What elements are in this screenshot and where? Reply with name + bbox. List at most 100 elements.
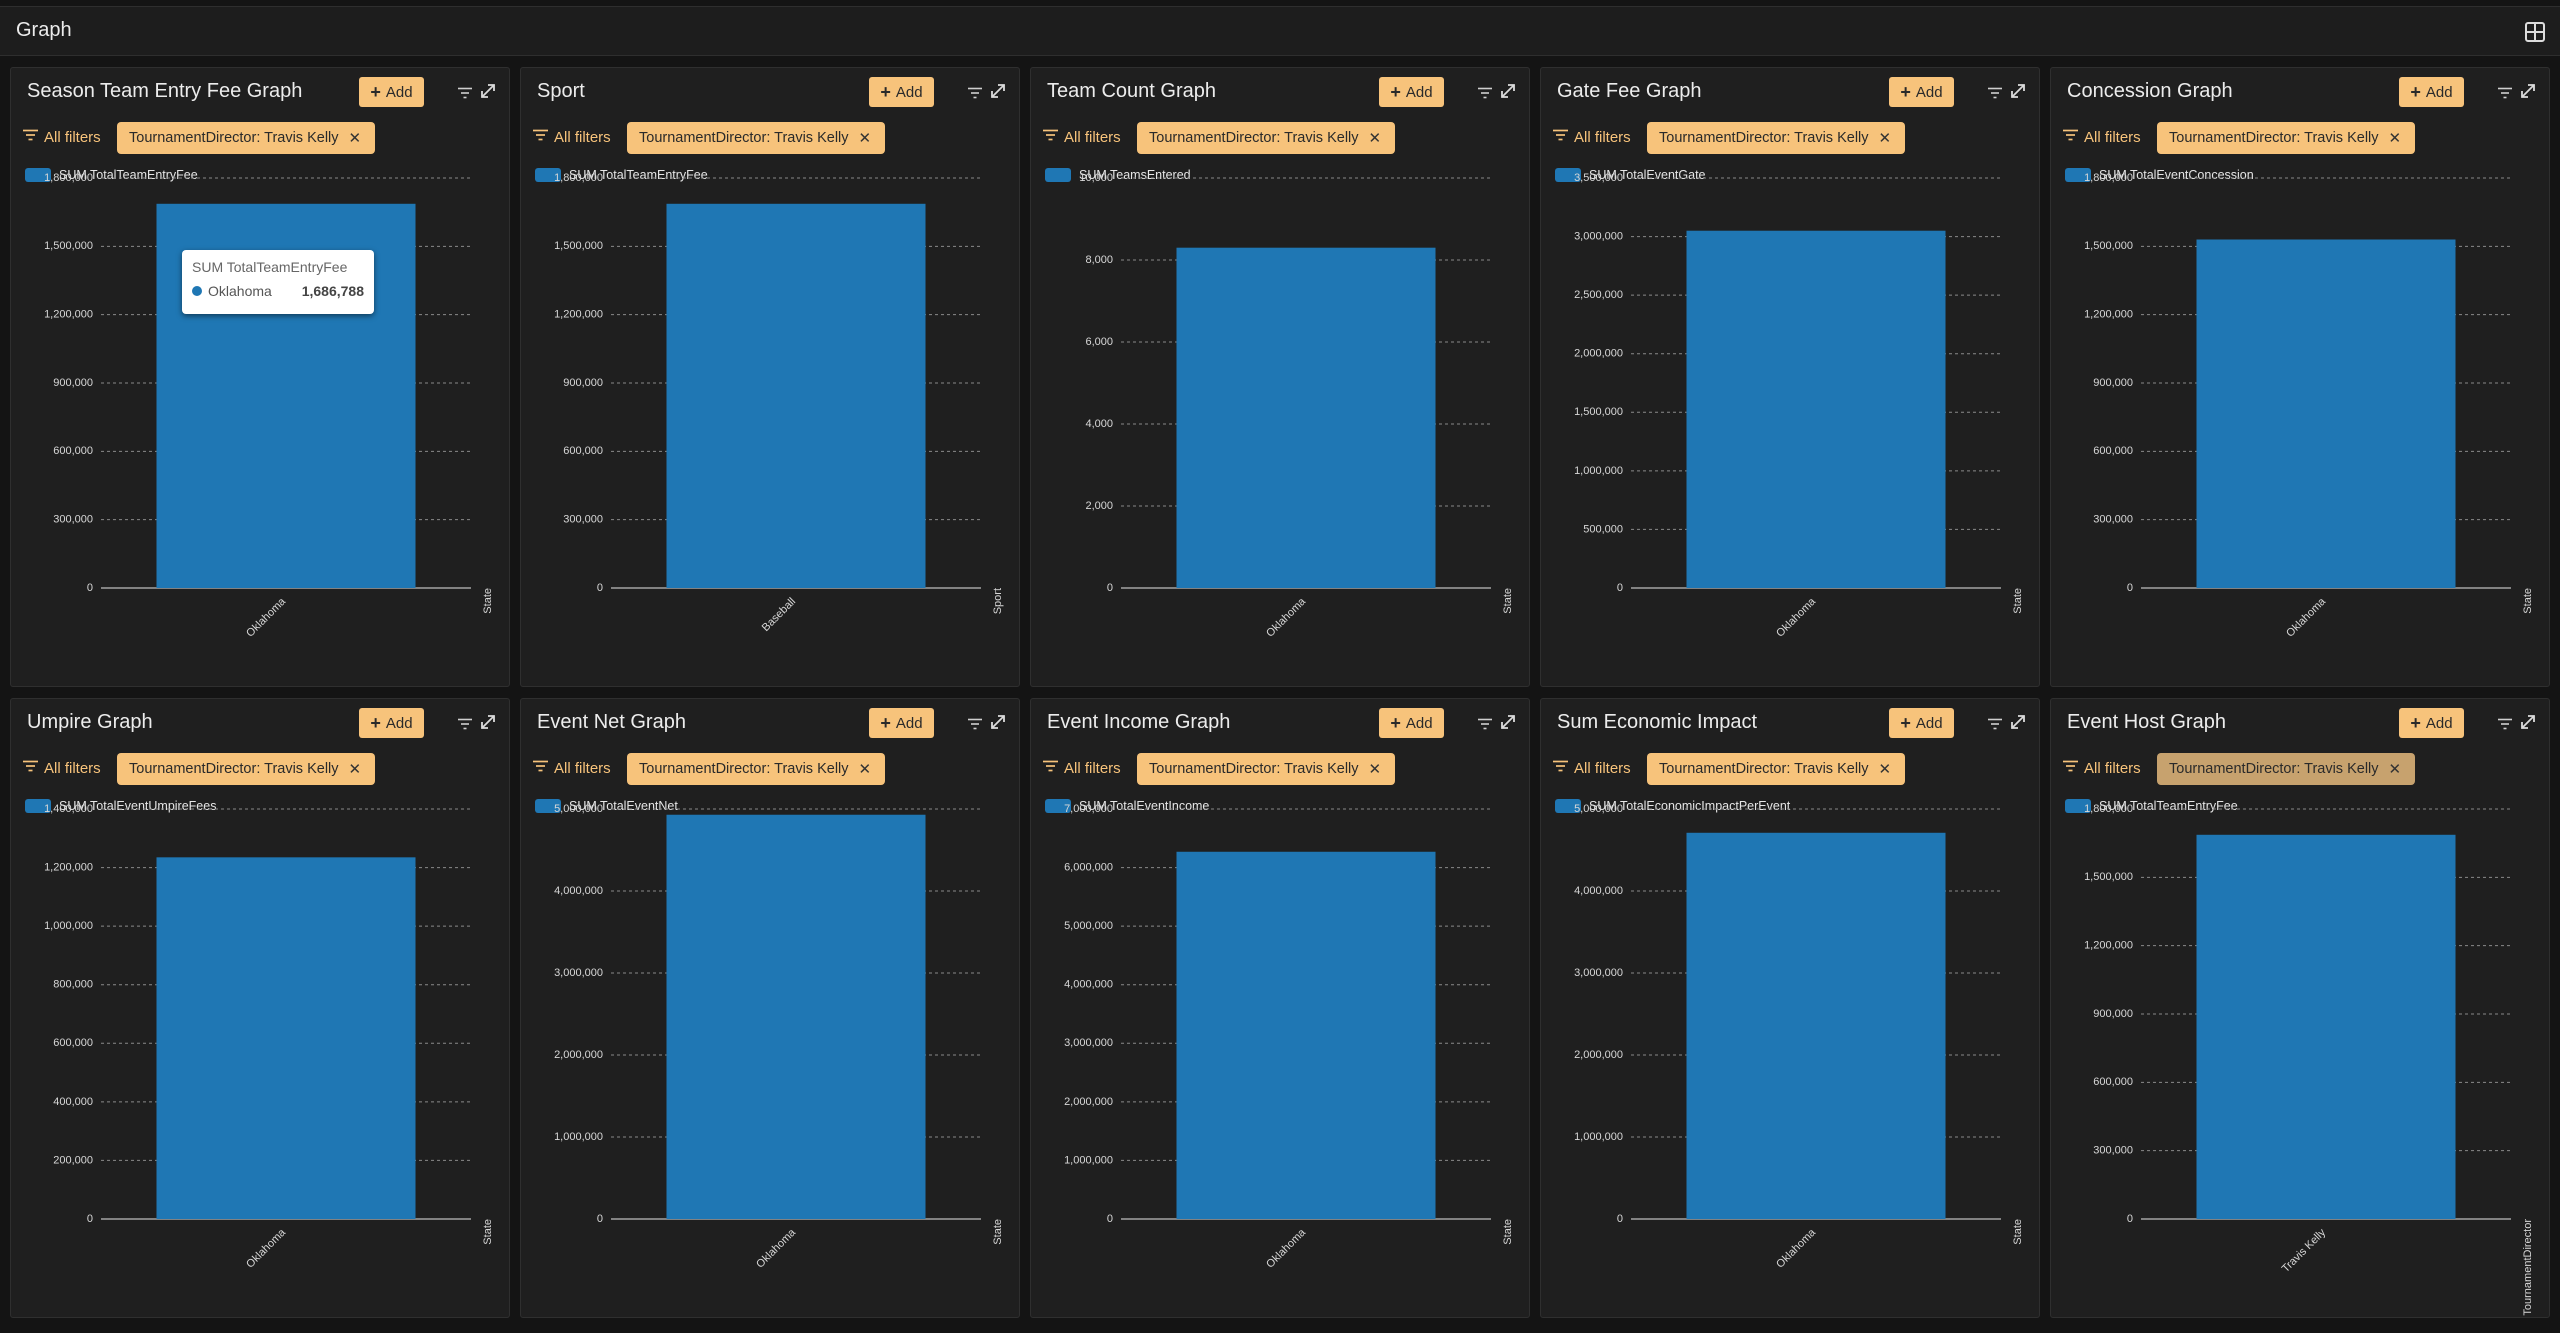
all-filters-button[interactable]: All filters <box>533 128 611 146</box>
add-button[interactable]: + Add <box>1889 77 1954 107</box>
all-filters-button[interactable]: All filters <box>23 759 101 777</box>
expand-icon[interactable] <box>1499 713 1517 731</box>
filter-icon[interactable] <box>2497 717 2513 730</box>
filter-chip[interactable]: TournamentDirector: Travis Kelly ✕ <box>2157 122 2416 154</box>
expand-icon[interactable] <box>479 82 497 100</box>
filter-chip[interactable]: TournamentDirector: Travis Kelly ✕ <box>627 753 886 785</box>
add-button[interactable]: + Add <box>869 708 934 738</box>
all-filters-button[interactable]: All filters <box>1553 759 1631 777</box>
all-filters-button[interactable]: All filters <box>533 759 611 777</box>
filter-chip[interactable]: TournamentDirector: Travis Kelly ✕ <box>1137 122 1396 154</box>
x-tick-label: Oklahoma <box>244 595 289 640</box>
add-button[interactable]: + Add <box>1379 77 1444 107</box>
filter-chip[interactable]: TournamentDirector: Travis Kelly ✕ <box>1647 753 1906 785</box>
filter-chip[interactable]: TournamentDirector: Travis Kelly ✕ <box>117 122 376 154</box>
remove-filter-icon[interactable]: ✕ <box>1878 130 1892 147</box>
layout-grid-icon[interactable] <box>2524 21 2546 43</box>
bar[interactable] <box>156 857 416 1219</box>
y-tick-label: 0 <box>2127 582 2133 594</box>
filter-chip[interactable]: TournamentDirector: Travis Kelly ✕ <box>627 122 886 154</box>
all-filters-button[interactable]: All filters <box>2063 128 2141 146</box>
bar[interactable] <box>1176 851 1436 1219</box>
expand-icon[interactable] <box>2519 82 2537 100</box>
filter-icon[interactable] <box>1987 717 2003 730</box>
expand-icon[interactable] <box>2519 713 2537 731</box>
plus-icon: + <box>2410 82 2421 102</box>
add-button[interactable]: + Add <box>2399 77 2464 107</box>
add-button-label: Add <box>385 714 413 732</box>
filter-icon[interactable] <box>1477 86 1493 99</box>
filter-icon[interactable] <box>457 717 473 730</box>
remove-filter-icon[interactable]: ✕ <box>1368 761 1382 778</box>
y-tick-label: 1,000,000 <box>554 1131 603 1143</box>
remove-filter-icon[interactable]: ✕ <box>348 761 362 778</box>
add-button-label: Add <box>895 83 923 101</box>
filter-chip[interactable]: TournamentDirector: Travis Kelly ✕ <box>2157 753 2416 785</box>
remove-filter-icon[interactable]: ✕ <box>858 761 872 778</box>
filter-icon[interactable] <box>1477 717 1493 730</box>
remove-filter-icon[interactable]: ✕ <box>348 130 362 147</box>
add-button[interactable]: + Add <box>359 77 424 107</box>
y-tick-label: 1,200,000 <box>44 861 93 873</box>
x-tick-label: Oklahoma <box>2284 595 2329 640</box>
filter-list-icon <box>23 128 38 146</box>
all-filters-button[interactable]: All filters <box>23 128 101 146</box>
expand-icon[interactable] <box>1499 82 1517 100</box>
filter-icon[interactable] <box>2497 86 2513 99</box>
add-button[interactable]: + Add <box>359 708 424 738</box>
add-button[interactable]: + Add <box>1889 708 1954 738</box>
x-tick-label: Oklahoma <box>1264 1226 1309 1271</box>
filter-list-icon <box>1553 759 1568 777</box>
chart-legend[interactable]: SUM TotalEventNet <box>535 799 678 813</box>
y-tick-label: 0 <box>1617 582 1623 594</box>
add-button[interactable]: + Add <box>869 77 934 107</box>
remove-filter-icon[interactable]: ✕ <box>1368 130 1382 147</box>
add-button-label: Add <box>385 83 413 101</box>
expand-icon[interactable] <box>2009 713 2027 731</box>
chart-legend[interactable]: SUM TeamsEntered <box>1045 168 1191 182</box>
chart-legend[interactable]: SUM TotalEventUmpireFees <box>25 799 216 813</box>
bar[interactable] <box>2196 239 2456 589</box>
chart-legend[interactable]: SUM TotalEventGate <box>1555 168 1706 182</box>
all-filters-button[interactable]: All filters <box>2063 759 2141 777</box>
bar[interactable] <box>666 814 926 1219</box>
panel-title: Event Host Graph <box>2067 711 2226 733</box>
y-tick-label: 2,000,000 <box>554 1049 603 1061</box>
expand-icon[interactable] <box>989 713 1007 731</box>
all-filters-button[interactable]: All filters <box>1043 128 1121 146</box>
bar[interactable] <box>1176 247 1436 588</box>
remove-filter-icon[interactable]: ✕ <box>2388 761 2402 778</box>
y-tick-label: 1,800,000 <box>2084 172 2133 184</box>
expand-icon[interactable] <box>479 713 497 731</box>
x-axis-title: TournamentDirector <box>2522 1219 2534 1316</box>
all-filters-label: All filters <box>2084 759 2141 777</box>
filter-chip[interactable]: TournamentDirector: Travis Kelly ✕ <box>1647 122 1906 154</box>
x-axis-title: State <box>1502 588 1514 614</box>
filter-icon[interactable] <box>967 86 983 99</box>
add-button[interactable]: + Add <box>1379 708 1444 738</box>
x-tick-label: Oklahoma <box>1264 595 1309 640</box>
filter-chip[interactable]: TournamentDirector: Travis Kelly ✕ <box>117 753 376 785</box>
remove-filter-icon[interactable]: ✕ <box>858 130 872 147</box>
expand-icon[interactable] <box>989 82 1007 100</box>
filter-icon[interactable] <box>457 86 473 99</box>
all-filters-button[interactable]: All filters <box>1043 759 1121 777</box>
bar[interactable] <box>1686 230 1946 588</box>
expand-icon[interactable] <box>2009 82 2027 100</box>
bar[interactable] <box>666 203 926 588</box>
bar[interactable] <box>2196 834 2456 1219</box>
bar[interactable] <box>1686 832 1946 1219</box>
y-tick-label: 3,000,000 <box>1064 1037 1113 1049</box>
filter-icon[interactable] <box>1987 86 2003 99</box>
filter-chip-label: TournamentDirector: Travis Kelly <box>2169 761 2379 777</box>
remove-filter-icon[interactable]: ✕ <box>1878 761 1892 778</box>
y-tick-label: 1,000,000 <box>1064 1154 1113 1166</box>
all-filters-button[interactable]: All filters <box>1553 128 1631 146</box>
add-button[interactable]: + Add <box>2399 708 2464 738</box>
filter-chip[interactable]: TournamentDirector: Travis Kelly ✕ <box>1137 753 1396 785</box>
filter-icon[interactable] <box>967 717 983 730</box>
panel-title: Event Income Graph <box>1047 711 1231 733</box>
y-tick-label: 10,000 <box>1079 172 1113 184</box>
remove-filter-icon[interactable]: ✕ <box>2388 130 2402 147</box>
y-tick-label: 800,000 <box>53 979 93 991</box>
